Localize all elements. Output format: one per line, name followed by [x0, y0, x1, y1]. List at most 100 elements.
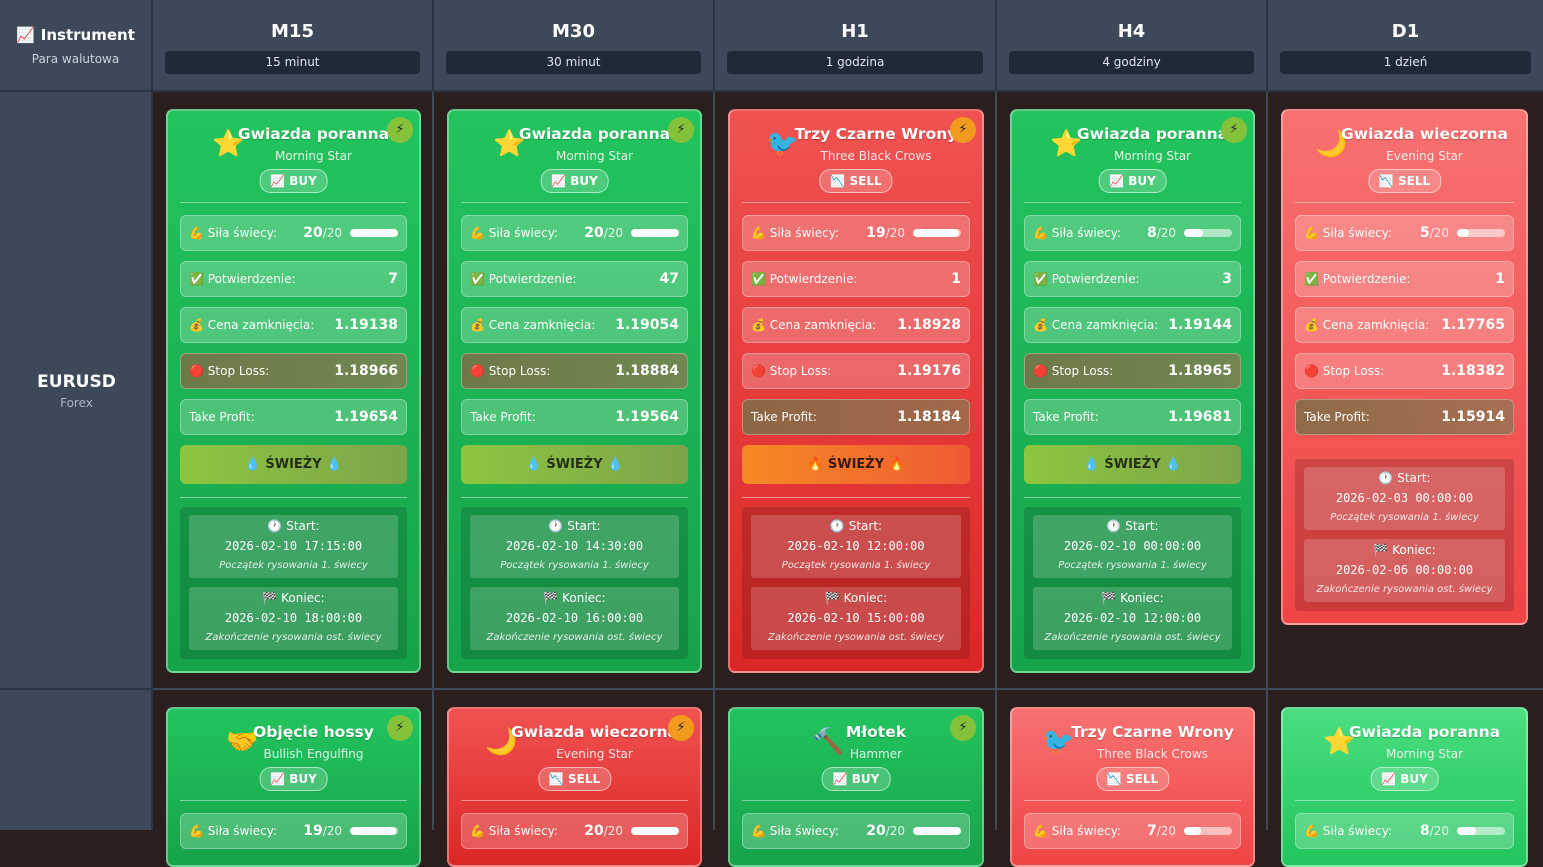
clock-icon: 🕐 — [1106, 519, 1122, 533]
strength-bar — [1184, 827, 1232, 835]
divider — [1295, 800, 1514, 801]
end-note: Zakończenie rysowania ost. świecy — [205, 632, 382, 643]
strength-bar — [1457, 229, 1505, 237]
timeframe-header-d1[interactable]: D1 1 dzień — [1268, 0, 1543, 92]
end-note: Zakończenie rysowania ost. świecy — [767, 632, 944, 643]
signal-badge-sell[interactable]: 📉 SELL — [1367, 169, 1442, 193]
fresh-badge: 💧 ŚWIEŻY 💧 — [1024, 445, 1241, 484]
start-note: Początek rysowania 1. świecy — [1058, 560, 1207, 571]
pattern-subtitle: Morning Star — [274, 149, 352, 163]
timeframe-header-m30[interactable]: M30 30 minut — [434, 0, 715, 92]
start-note: Początek rysowania 1. świecy — [781, 560, 931, 571]
divider — [1024, 800, 1241, 801]
bolt-icon[interactable]: ⚡ — [950, 715, 976, 741]
start-time: 2026-02-03 00:00:00 — [1335, 491, 1474, 505]
end-note: Zakończenie rysowania ost. świecy — [1044, 632, 1221, 643]
stop-loss-row: 🔴 Stop Loss: 1.18966 — [180, 353, 407, 389]
signal-badge-buy[interactable]: 📈 BUY — [1370, 767, 1439, 791]
bolt-icon[interactable]: ⚡ — [387, 715, 413, 741]
pattern-card-row2-h4[interactable]: 🐦 Trzy Czarne Wrony Three Black Crows 📉 … — [1010, 707, 1255, 867]
check-icon: ✅ — [470, 272, 485, 286]
timeframe-name: M30 — [552, 21, 595, 42]
strength-bar — [350, 827, 398, 835]
money-bag-icon: 💰 — [1033, 318, 1048, 332]
pattern-card-eurusd-h4[interactable]: ⭐ Gwiazda poranna Morning Star 📈 BUY ⚡ 💪… — [1010, 109, 1255, 673]
stop-loss-row: 🔴 Stop Loss: 1.19176 — [742, 353, 970, 389]
star-icon: ⭐ — [493, 129, 526, 159]
strength-row: 💪 Siła świecy: 20/20 — [180, 215, 407, 251]
bolt-icon[interactable]: ⚡ — [950, 117, 976, 143]
clock-icon: 🕐 — [267, 519, 283, 533]
strength-icon: 💪 — [1304, 824, 1319, 838]
moon-icon: 🌙 — [1315, 129, 1348, 159]
pattern-subtitle: Morning Star — [1385, 747, 1463, 761]
star-icon: ⭐ — [1050, 129, 1083, 159]
stop-loss-row: 🔴 Stop Loss: 1.18884 — [461, 353, 688, 389]
bolt-icon[interactable]: ⚡ — [1221, 117, 1247, 143]
timeframe-header-h1[interactable]: H1 1 godzina — [715, 0, 997, 92]
take-profit-row: Take Profit: 1.19654 — [180, 399, 407, 435]
red-circle-icon: 🔴 — [1033, 364, 1048, 378]
strength-bar — [1184, 229, 1232, 237]
fresh-badge: 💧 ŚWIEŻY 💧 — [180, 445, 407, 484]
strength-icon: 💪 — [751, 824, 766, 838]
strength-bar — [631, 827, 679, 835]
pattern-card-eurusd-d1[interactable]: 🌙 Gwiazda wieczorna Evening Star 📉 SELL … — [1281, 109, 1528, 625]
divider — [742, 800, 970, 801]
pattern-card-row2-m30[interactable]: 🌙 Gwiazda wieczorna Evening Star 📉 SELL … — [447, 707, 702, 867]
pattern-card-row2-d1[interactable]: ⭐ Gwiazda poranna Morning Star 📈 BUY 💪 S… — [1281, 707, 1528, 867]
end-time: 2026-02-10 18:00:00 — [224, 611, 363, 625]
start-block: 🕐 Start: 2026-02-10 17:15:00 Początek ry… — [189, 515, 398, 578]
pattern-title: Trzy Czarne Wrony — [794, 125, 958, 143]
bolt-icon[interactable]: ⚡ — [668, 117, 694, 143]
close-row: 💰 Cena zamknięcia: 1.18928 — [742, 307, 970, 343]
signal-badge-sell[interactable]: 📉 SELL — [819, 169, 893, 193]
pattern-card-eurusd-h1[interactable]: 🐦 Trzy Czarne Wrony Three Black Crows 📉 … — [728, 109, 984, 673]
start-block: 🕐 Start: 2026-02-10 00:00:00 Początek ry… — [1033, 515, 1232, 578]
strength-row: 💪 Siła świecy: 20/20 — [742, 813, 970, 849]
row-label-2[interactable] — [0, 690, 153, 830]
end-time: 2026-02-10 12:00:00 — [1063, 611, 1202, 625]
start-note: Początek rysowania 1. świecy — [219, 560, 368, 571]
signal-badge-sell[interactable]: 📉 SELL — [1095, 767, 1170, 791]
flag-icon: 🏁 — [824, 591, 840, 605]
flag-icon: 🏁 — [1101, 591, 1117, 605]
pattern-card-eurusd-m30[interactable]: ⭐ Gwiazda poranna Morning Star 📈 BUY ⚡ 💪… — [447, 109, 702, 673]
signal-badge-buy[interactable]: 📈 BUY — [259, 767, 328, 791]
end-block: 🏁 Koniec: 2026-02-10 16:00:00 Zakończeni… — [470, 587, 679, 650]
handshake-icon: 🤝 — [226, 727, 259, 757]
divider — [1024, 497, 1241, 498]
timeframe-header-m15[interactable]: M15 15 minut — [153, 0, 434, 92]
pattern-subtitle: Evening Star — [1386, 149, 1463, 163]
divider — [180, 497, 407, 498]
time-box: 🕐 Start: 2026-02-10 00:00:00 Początek ry… — [1024, 507, 1241, 659]
timeframe-header-h4[interactable]: H4 4 godziny — [997, 0, 1268, 92]
pattern-subtitle: Morning Star — [1113, 149, 1191, 163]
divider — [742, 497, 970, 498]
pattern-title: Gwiazda poranna — [1348, 723, 1501, 741]
end-block: 🏁 Koniec: 2026-02-10 18:00:00 Zakończeni… — [189, 587, 398, 650]
check-icon: ✅ — [1304, 272, 1319, 286]
timeframe-name: H4 — [1117, 21, 1146, 42]
pattern-card-row2-m15[interactable]: 🤝 Objęcie hossy Bullish Engulfing 📈 BUY … — [166, 707, 421, 867]
signal-badge-buy[interactable]: 📈 BUY — [540, 169, 609, 193]
confirm-row: ✅ Potwierdzenie: 1 — [742, 261, 970, 297]
strength-icon: 💪 — [1304, 226, 1319, 240]
pattern-card-row2-h1[interactable]: 🔨 Młotek Hammer 📈 BUY ⚡ 💪 Siła świecy: 20… — [728, 707, 984, 867]
strength-bar — [631, 229, 679, 237]
pattern-subtitle: Three Black Crows — [820, 149, 932, 163]
timeframe-name: D1 — [1391, 21, 1420, 42]
row-label-eurusd[interactable]: EURUSD Forex — [0, 92, 153, 690]
signal-badge-buy[interactable]: 📈 BUY — [1098, 169, 1167, 193]
pattern-title: Gwiazda wieczorna — [511, 723, 678, 741]
signal-badge-buy[interactable]: 📈 BUY — [821, 767, 891, 791]
timeframe-desc: 1 dzień — [1280, 51, 1531, 74]
signal-badge-buy[interactable]: 📈 BUY — [259, 169, 328, 193]
bolt-icon[interactable]: ⚡ — [668, 715, 694, 741]
pattern-card-eurusd-m15[interactable]: ⭐ Gwiazda poranna Morning Star 📈 BUY ⚡ 💪… — [166, 109, 421, 673]
signal-badge-sell[interactable]: 📉 SELL — [537, 767, 612, 791]
strength-row: 💪 Siła świecy: 19/20 — [742, 215, 970, 251]
start-time: 2026-02-10 14:30:00 — [505, 539, 644, 553]
take-profit-row: Take Profit: 1.19564 — [461, 399, 688, 435]
bolt-icon[interactable]: ⚡ — [387, 117, 413, 143]
